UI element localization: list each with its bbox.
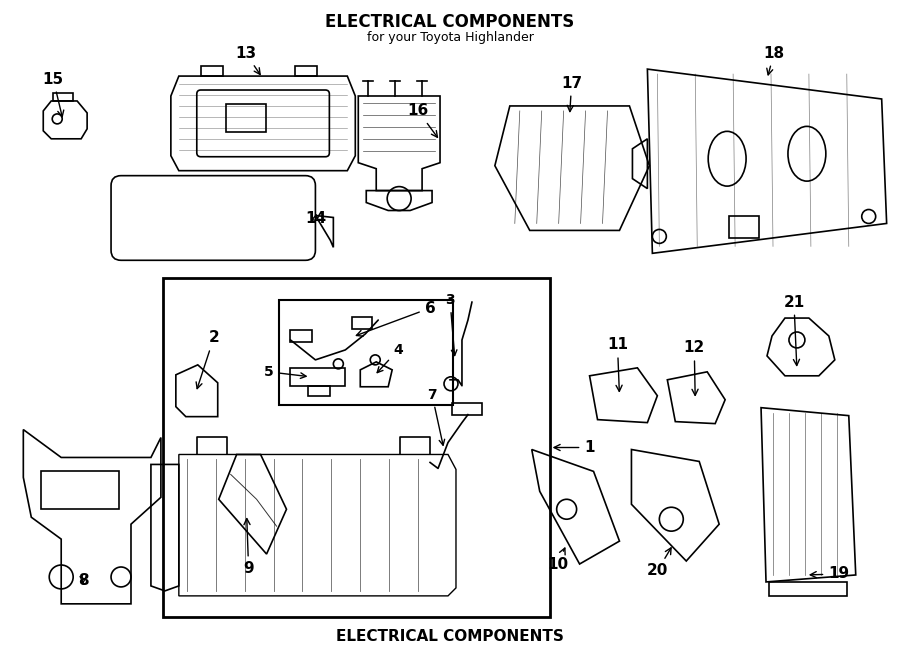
Text: 13: 13 [235, 46, 260, 75]
Text: 5: 5 [264, 365, 306, 379]
Bar [201, 66, 222, 76]
Bar [226, 104, 266, 132]
Bar [452, 403, 482, 414]
Bar [291, 368, 346, 386]
Text: 17: 17 [561, 75, 582, 112]
Text: 15: 15 [42, 71, 64, 117]
Bar [729, 217, 759, 239]
Text: ELECTRICAL COMPONENTS: ELECTRICAL COMPONENTS [326, 13, 574, 31]
Text: 2: 2 [196, 330, 219, 389]
Text: 7: 7 [428, 388, 445, 446]
Text: 18: 18 [763, 46, 785, 75]
Text: 11: 11 [607, 337, 628, 391]
Text: 6: 6 [356, 301, 436, 336]
Text: 9: 9 [243, 518, 254, 576]
Bar [163, 278, 550, 617]
Bar [41, 471, 119, 509]
Bar [769, 582, 847, 596]
Bar [291, 330, 312, 342]
Text: 8: 8 [77, 574, 88, 588]
Text: 20: 20 [647, 548, 671, 578]
Text: 4: 4 [377, 343, 403, 373]
Bar [278, 300, 453, 405]
Text: 10: 10 [547, 548, 568, 572]
Bar [295, 66, 318, 76]
Bar [309, 386, 330, 396]
Text: 3: 3 [446, 293, 457, 356]
Text: 21: 21 [783, 295, 805, 366]
Text: 1: 1 [554, 440, 595, 455]
Text: 19: 19 [810, 566, 850, 582]
Text: for your Toyota Highlander: for your Toyota Highlander [366, 31, 534, 44]
Text: 14: 14 [305, 211, 326, 226]
Text: 16: 16 [408, 103, 437, 137]
Text: ELECTRICAL COMPONENTS: ELECTRICAL COMPONENTS [336, 629, 564, 644]
Text: 12: 12 [684, 340, 705, 395]
Bar [352, 317, 373, 329]
